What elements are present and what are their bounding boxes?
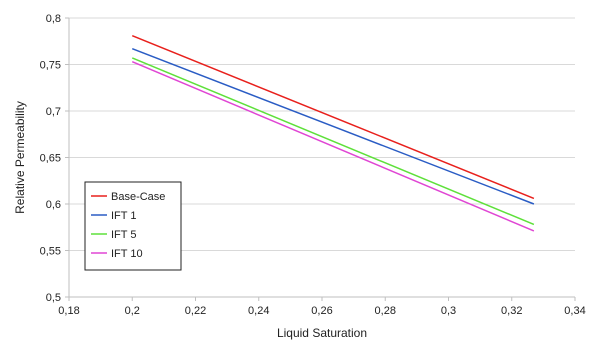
y-tick-label: 0,8	[46, 13, 61, 25]
y-tick-label: 0,55	[40, 246, 61, 258]
x-axis-ticks: 0,18 0,2 0,22 0,24 0,26 0,28 0,3 0,32 0,34	[58, 297, 586, 317]
x-tick-label: 0,26	[311, 305, 332, 317]
x-axis-label: Liquid Saturation	[277, 326, 367, 340]
series-line-ift-1	[131, 47, 535, 205]
y-tick-label: 0,5	[46, 292, 61, 304]
x-tick-label: 0,24	[248, 305, 269, 317]
y-tick-label: 0,75	[40, 60, 61, 72]
x-tick-label: 0,2	[125, 305, 140, 317]
series-line-ift-5	[131, 57, 535, 226]
y-axis-ticks: 0,5 0,55 0,6 0,65 0,7 0,75 0,8	[40, 13, 69, 304]
x-tick-label: 0,3	[441, 305, 456, 317]
legend-item-label: IFT 5	[111, 229, 136, 241]
series-line-ift-10	[131, 61, 535, 232]
y-tick-label: 0,6	[46, 199, 61, 211]
series-line-base-case	[131, 34, 535, 200]
y-axis-label: Relative Permeability	[13, 101, 27, 214]
legend-item-label: IFT 10	[111, 248, 143, 260]
x-tick-label: 0,32	[501, 305, 522, 317]
legend-item-label: IFT 1	[111, 210, 136, 222]
legend-item-label: Base-Case	[111, 191, 165, 203]
x-tick-label: 0,22	[185, 305, 206, 317]
x-tick-label: 0,28	[375, 305, 396, 317]
x-tick-label: 0,34	[564, 305, 585, 317]
series-lines	[131, 34, 535, 232]
y-tick-label: 0,7	[46, 106, 61, 118]
x-tick-label: 0,18	[58, 305, 79, 317]
y-tick-label: 0,65	[40, 153, 61, 165]
legend: Base-Case IFT 1 IFT 5 IFT 10	[84, 181, 182, 271]
